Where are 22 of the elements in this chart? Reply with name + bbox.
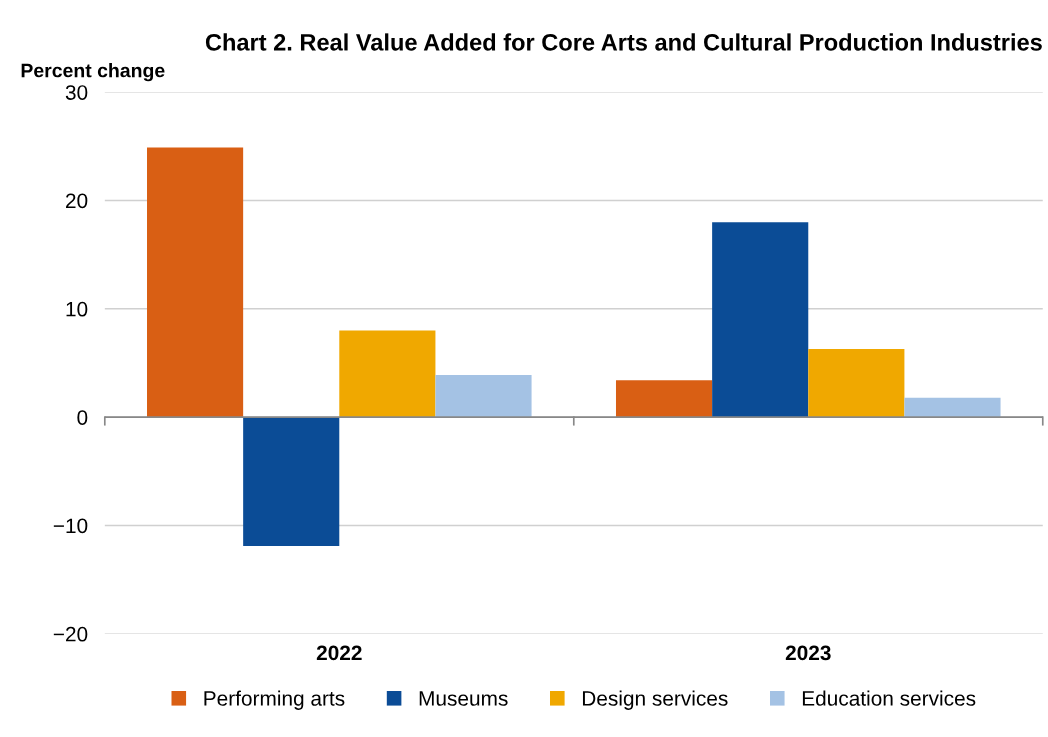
bar: [243, 417, 340, 547]
bar: [339, 330, 436, 418]
bar: [147, 147, 244, 418]
x-tick-label: 2022: [316, 645, 362, 661]
bar: [615, 380, 713, 418]
y-tick-label: 10: [66, 301, 88, 317]
y-tick-label: 0: [77, 410, 88, 425]
bar: [904, 397, 1001, 418]
y-tick-label: 20: [66, 193, 88, 209]
legend-label: Education services: [802, 690, 976, 706]
y-tick-label: −20: [53, 626, 88, 642]
y-tick-label: −10: [53, 518, 88, 534]
chart-title: Chart 2. Real Value Added for Core Arts and Cultural Production Industries: [205, 33, 1042, 51]
bar: [712, 222, 809, 418]
legend-label: Design services: [582, 690, 728, 710]
bar: [808, 348, 905, 418]
bar: [435, 374, 532, 418]
x-tick-label: 2023: [785, 645, 831, 661]
y-axis-title: Percent change: [21, 63, 165, 82]
y-tick-label: 30: [65, 85, 88, 100]
legend-label: Museums: [419, 691, 508, 706]
legend-label: Performing arts: [204, 690, 345, 710]
